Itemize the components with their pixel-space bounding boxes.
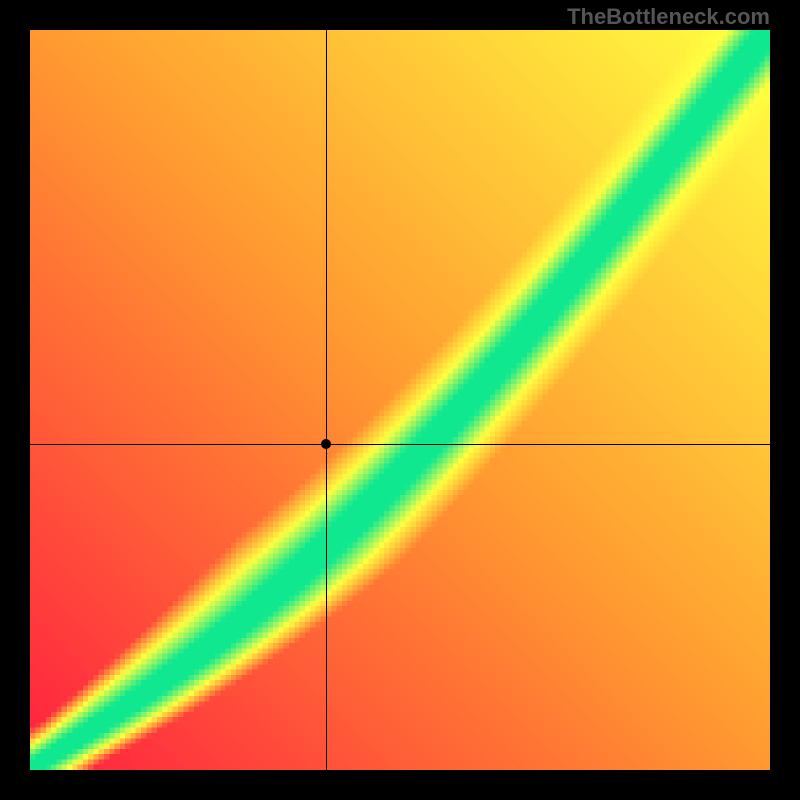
heatmap-canvas (30, 30, 770, 770)
bottleneck-heatmap (30, 30, 770, 770)
crosshair-marker (321, 439, 331, 449)
crosshair-horizontal (30, 444, 770, 445)
watermark-text: TheBottleneck.com (567, 4, 770, 30)
crosshair-vertical (326, 30, 327, 770)
